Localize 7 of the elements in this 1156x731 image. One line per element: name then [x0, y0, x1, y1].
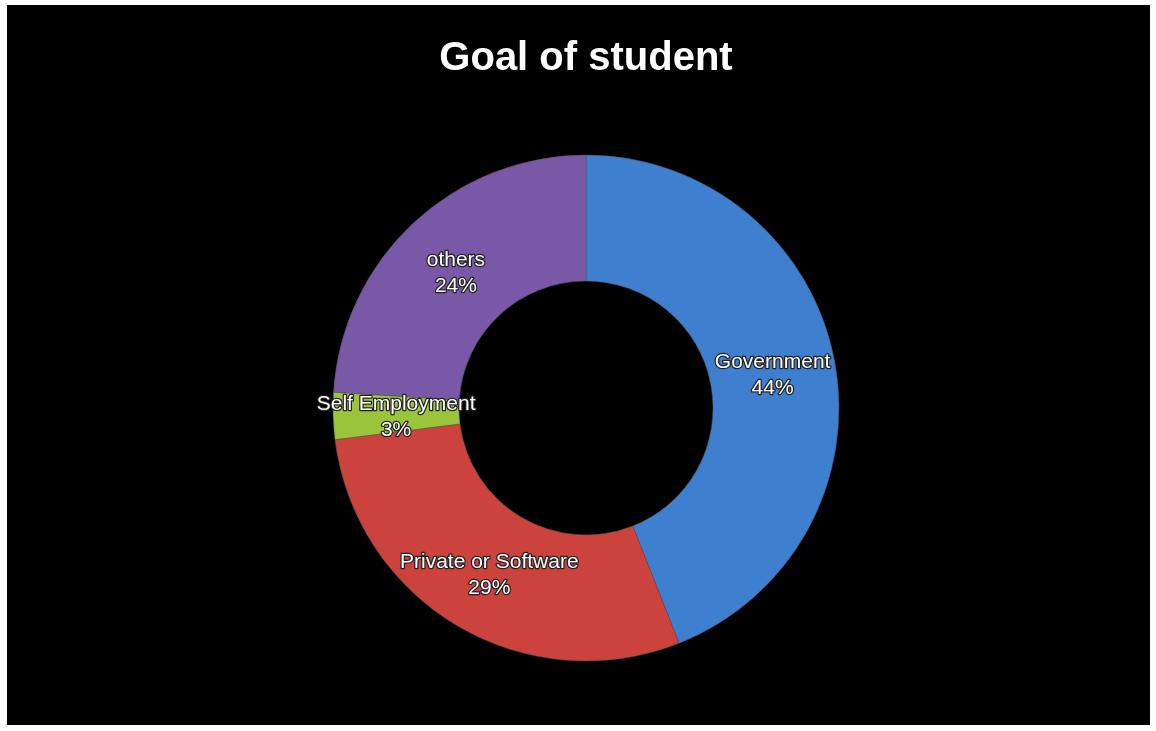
- slice-label: others: [426, 246, 486, 270]
- data-label: 24%: [434, 272, 477, 296]
- slice-label: Private or Software: [399, 548, 579, 572]
- chart-title: Goal of student: [439, 34, 733, 78]
- data-label: 29%: [468, 574, 511, 598]
- data-label: 44%: [751, 375, 794, 399]
- slice-label: Government: [714, 349, 831, 373]
